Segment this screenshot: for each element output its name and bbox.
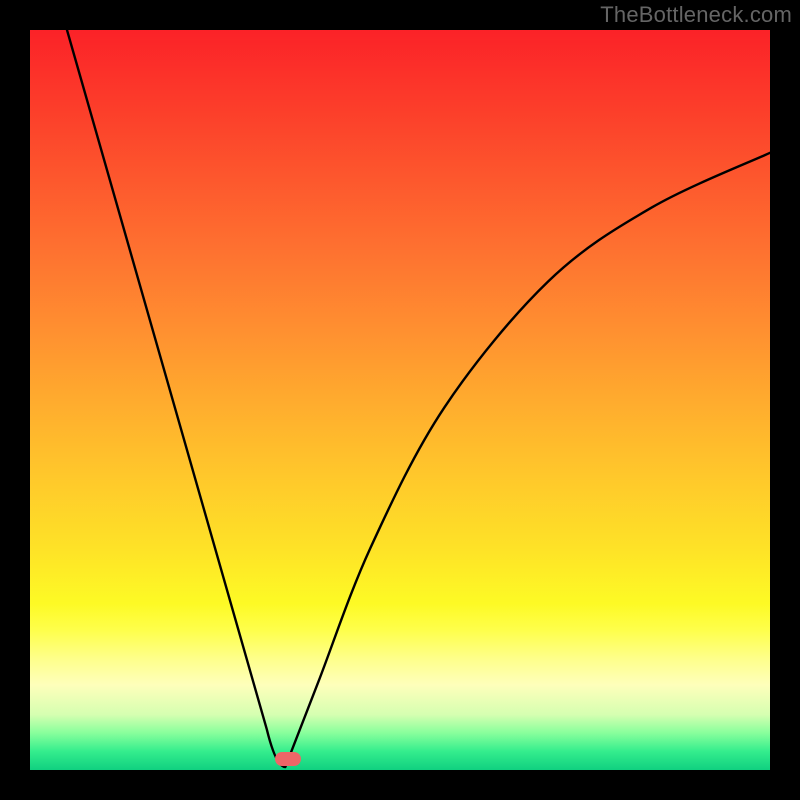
optimum-marker	[275, 752, 301, 766]
chart-frame: TheBottleneck.com	[0, 0, 800, 800]
plot-area	[30, 30, 770, 770]
watermark-text: TheBottleneck.com	[600, 2, 792, 28]
bottleneck-curve	[30, 30, 770, 770]
